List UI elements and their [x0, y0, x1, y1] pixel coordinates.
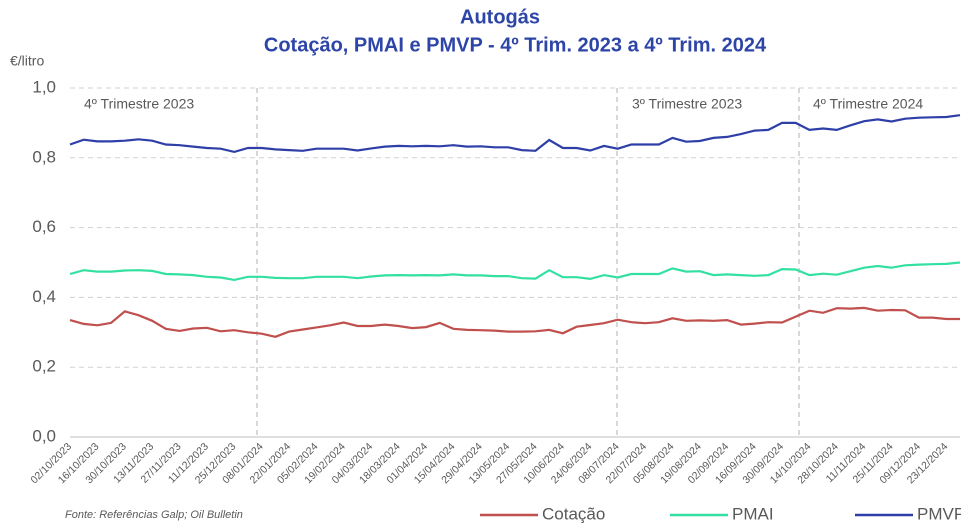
- annotation: 4º Trimestre 2024: [813, 96, 923, 112]
- quarter-lines: [256, 88, 800, 437]
- series-line: [69, 261, 961, 282]
- y-tick-label: 0,0: [32, 426, 56, 445]
- series-line: [69, 114, 961, 154]
- y-tick-label: 0,4: [32, 287, 56, 306]
- legend-label: PMAI: [732, 504, 774, 523]
- y-tick-label: 0,6: [32, 217, 56, 236]
- annotation: 3º Trimestre 2023: [632, 96, 742, 112]
- chart-subtitle: Cotação, PMAI e PMVP - 4º Trim. 2023 a 4…: [264, 34, 767, 56]
- legend-label: PMVP: [917, 504, 961, 523]
- y-tick-label: 1,0: [32, 77, 56, 96]
- y-tick-label: 0,2: [32, 357, 56, 376]
- y-tick-label: 0,8: [32, 147, 56, 166]
- chart-title: Autogás: [460, 6, 540, 28]
- y-axis-label: €/litro: [10, 53, 44, 69]
- series-line: [69, 306, 960, 338]
- annotation: 4º Trimestre 2023: [84, 96, 194, 112]
- legend-label: Cotação: [542, 504, 605, 523]
- source: Fonte: Referências Galp; Oil Bulletin: [65, 509, 243, 521]
